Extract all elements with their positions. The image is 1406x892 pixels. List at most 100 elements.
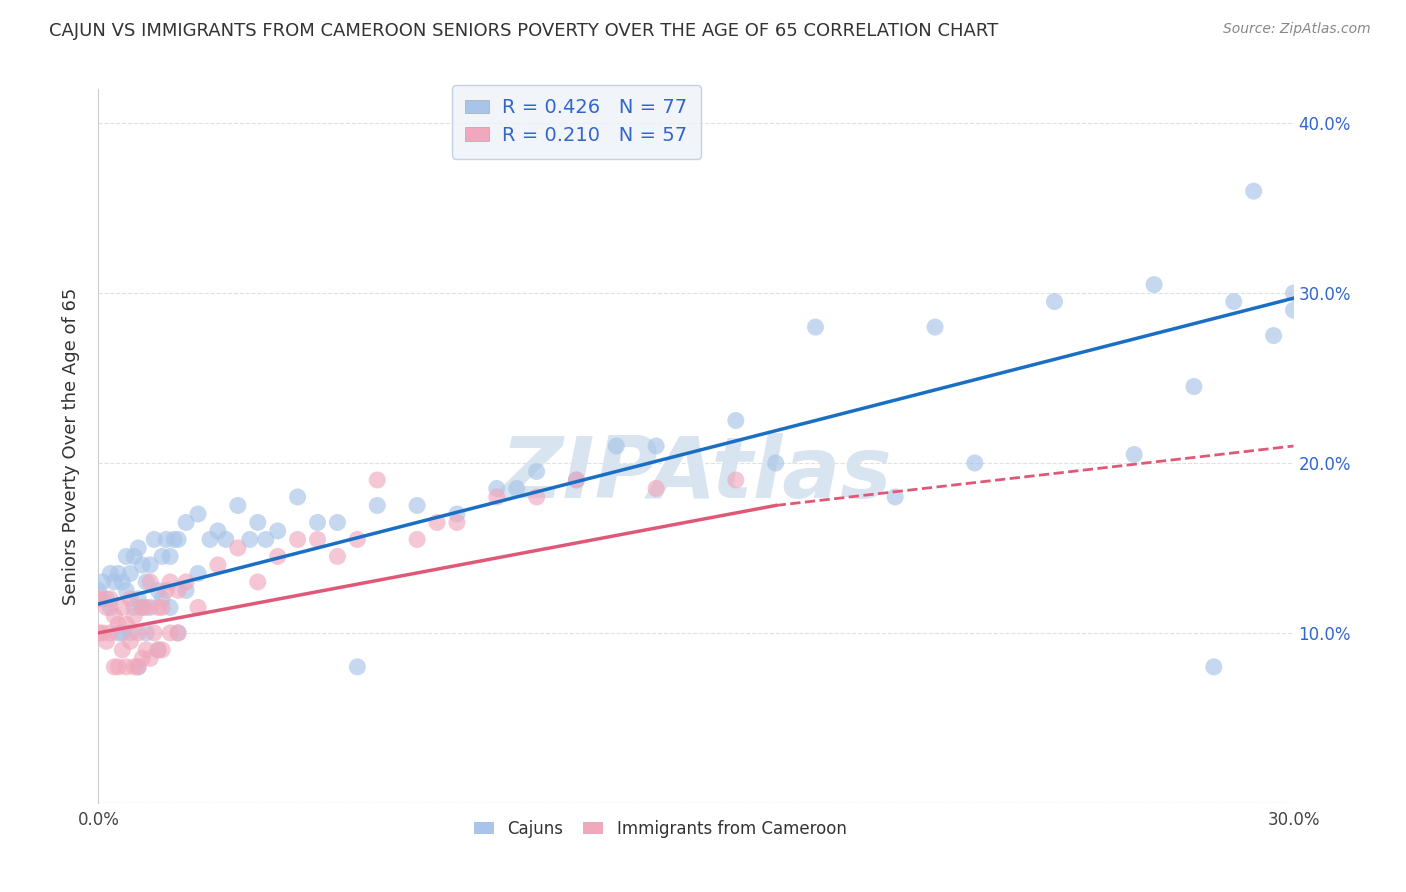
Point <box>526 490 548 504</box>
Point <box>187 566 209 581</box>
Point <box>98 626 122 640</box>
Point <box>207 524 229 538</box>
Point <box>187 600 209 615</box>
Text: CAJUN VS IMMIGRANTS FROM CAMEROON SENIORS POVERTY OVER THE AGE OF 65 CORRELATION: CAJUN VS IMMIGRANTS FROM CAMEROON SENIOR… <box>49 22 998 40</box>
Point <box>87 583 110 598</box>
Point <box>120 634 142 648</box>
Point <box>124 549 146 564</box>
Text: Source: ZipAtlas.com: Source: ZipAtlas.com <box>1223 22 1371 37</box>
Point <box>645 439 668 453</box>
Point <box>115 549 138 564</box>
Point <box>426 516 449 530</box>
Point <box>98 600 122 615</box>
Point <box>135 574 157 589</box>
Point <box>111 574 134 589</box>
Point <box>127 591 149 606</box>
Point <box>111 643 134 657</box>
Point <box>1282 286 1305 301</box>
Point <box>1043 294 1066 309</box>
Point <box>174 574 197 589</box>
Point <box>963 456 986 470</box>
Point <box>485 482 508 496</box>
Point <box>131 600 153 615</box>
Point <box>148 600 170 615</box>
Point <box>724 413 747 427</box>
Point <box>135 600 157 615</box>
Point <box>1123 448 1146 462</box>
Point <box>91 591 114 606</box>
Point <box>150 591 173 606</box>
Point <box>139 558 162 572</box>
Point <box>135 626 157 640</box>
Point <box>124 600 146 615</box>
Point <box>239 533 262 547</box>
Point <box>1223 294 1246 309</box>
Point <box>120 626 142 640</box>
Point <box>1263 328 1285 343</box>
Point <box>96 600 118 615</box>
Point <box>159 549 181 564</box>
Point <box>346 533 368 547</box>
Point <box>565 473 588 487</box>
Point <box>103 608 125 623</box>
Point <box>96 634 118 648</box>
Point <box>91 574 114 589</box>
Point <box>148 643 170 657</box>
Point <box>485 490 508 504</box>
Point <box>346 660 368 674</box>
Point <box>131 600 153 615</box>
Point <box>526 465 548 479</box>
Point <box>131 558 153 572</box>
Point <box>326 549 349 564</box>
Point <box>139 651 162 665</box>
Point <box>159 626 181 640</box>
Point <box>267 549 290 564</box>
Point <box>159 600 181 615</box>
Point <box>98 591 122 606</box>
Point <box>326 516 349 530</box>
Point <box>765 456 787 470</box>
Point <box>148 583 170 598</box>
Point <box>884 490 907 504</box>
Point <box>111 626 134 640</box>
Point <box>87 591 110 606</box>
Point <box>207 558 229 572</box>
Point <box>115 583 138 598</box>
Point <box>150 643 173 657</box>
Point <box>307 533 329 547</box>
Point <box>111 600 134 615</box>
Point <box>167 533 190 547</box>
Point <box>127 660 149 674</box>
Point <box>406 499 429 513</box>
Point <box>107 566 129 581</box>
Point <box>287 490 309 504</box>
Legend: Cajuns, Immigrants from Cameroon: Cajuns, Immigrants from Cameroon <box>467 814 853 845</box>
Point <box>127 626 149 640</box>
Point <box>167 583 190 598</box>
Y-axis label: Seniors Poverty Over the Age of 65: Seniors Poverty Over the Age of 65 <box>62 287 80 605</box>
Point <box>103 574 125 589</box>
Point <box>143 533 166 547</box>
Point <box>127 660 149 674</box>
Point <box>107 626 129 640</box>
Point <box>150 600 173 615</box>
Point <box>139 574 162 589</box>
Point <box>724 473 747 487</box>
Point <box>120 566 142 581</box>
Point <box>131 651 153 665</box>
Point <box>150 549 173 564</box>
Point <box>605 439 627 453</box>
Point <box>1182 379 1205 393</box>
Text: ZIPAtlas: ZIPAtlas <box>501 433 891 516</box>
Point <box>124 660 146 674</box>
Point <box>1202 660 1225 674</box>
Point <box>167 626 190 640</box>
Point <box>139 600 162 615</box>
Point <box>174 583 197 598</box>
Point <box>143 626 166 640</box>
Point <box>366 499 388 513</box>
Point <box>187 507 209 521</box>
Point <box>135 643 157 657</box>
Point <box>159 574 181 589</box>
Point <box>107 660 129 674</box>
